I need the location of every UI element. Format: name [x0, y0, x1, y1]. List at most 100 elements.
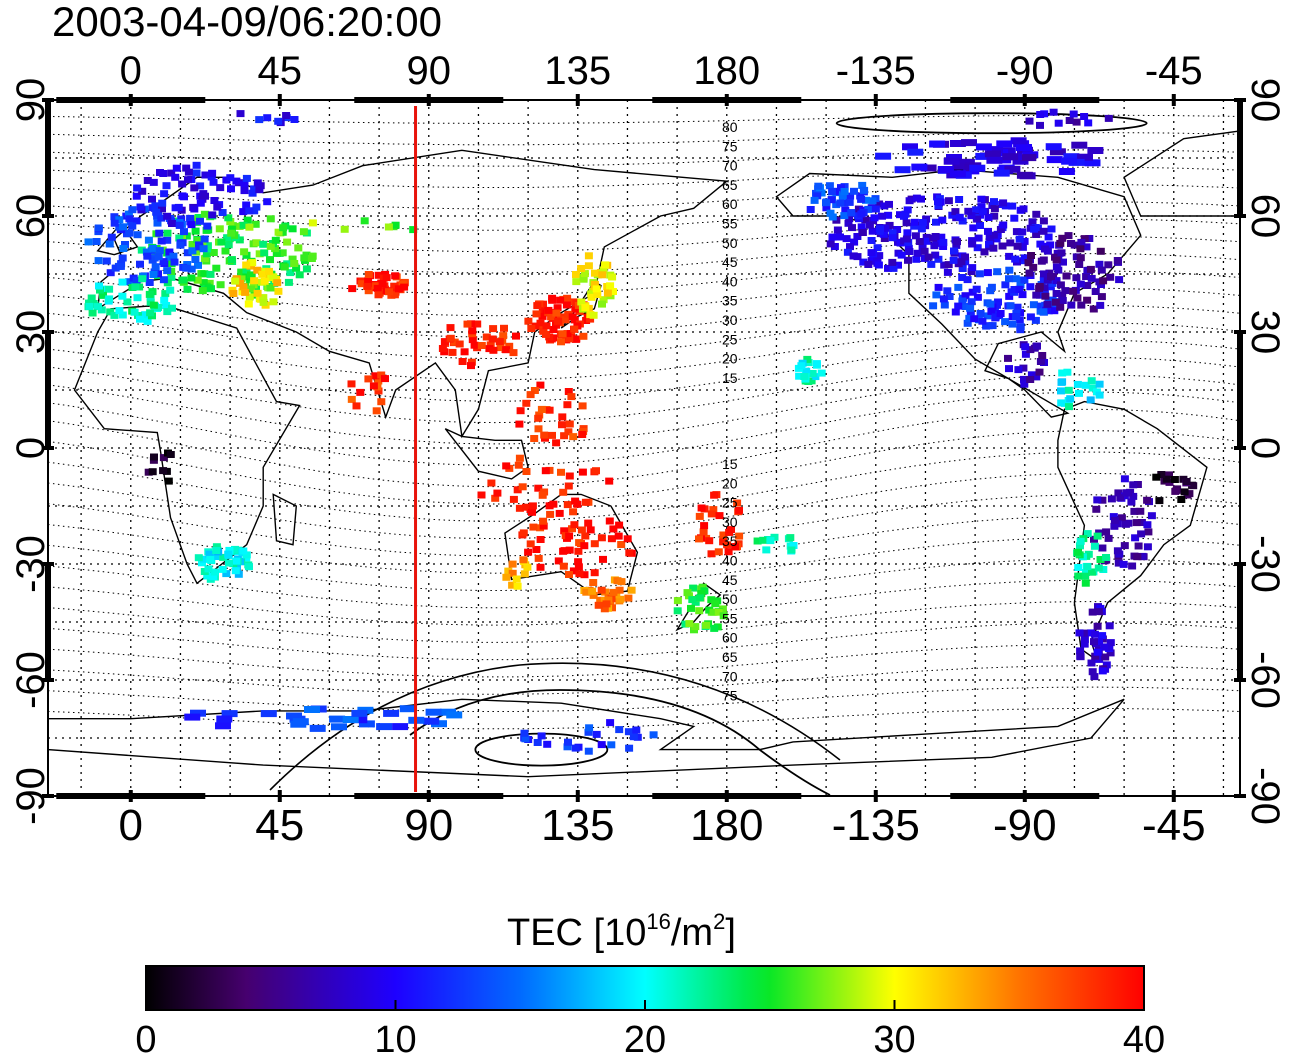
tec-point	[229, 290, 238, 297]
tec-point	[190, 205, 199, 213]
tec-point	[266, 215, 275, 223]
tec-point	[329, 715, 346, 723]
colorbar-tick-label: 0	[135, 1019, 156, 1057]
tec-point	[210, 197, 219, 204]
tec-point	[248, 259, 257, 267]
tec-point	[1090, 630, 1099, 638]
tec-point	[922, 233, 931, 241]
tec-point	[623, 535, 632, 543]
tec-point	[711, 600, 720, 608]
tec-point	[753, 537, 762, 545]
tec-point	[141, 311, 150, 319]
tec-point	[133, 231, 142, 239]
tec-point	[558, 330, 567, 338]
tec-point	[735, 532, 744, 540]
tec-point	[545, 406, 554, 414]
tec-point	[124, 210, 133, 218]
tec-point	[392, 723, 409, 731]
tec-point	[533, 739, 542, 746]
tec-point	[845, 198, 854, 206]
lon-label-bottom: 135	[541, 801, 614, 850]
tec-point	[1082, 569, 1090, 576]
tec-point	[145, 279, 154, 286]
tec-point	[864, 261, 873, 268]
tec-point	[699, 528, 708, 536]
tec-point	[931, 233, 940, 240]
tec-point	[195, 243, 204, 251]
tec-point	[288, 225, 297, 233]
tec-point	[1106, 273, 1115, 281]
tec-point	[939, 243, 948, 250]
tec-point	[371, 372, 380, 380]
lon-label-bottom: -90	[993, 801, 1057, 850]
tec-point	[1047, 225, 1056, 233]
tec-point	[1095, 260, 1104, 268]
tec-point	[913, 249, 922, 257]
tec-point	[1012, 157, 1029, 165]
tec-point	[1096, 247, 1105, 255]
tec-point	[1018, 243, 1027, 251]
tec-point	[1063, 368, 1072, 376]
tec-point	[250, 185, 259, 193]
tec-point	[910, 218, 919, 226]
tec-point	[1039, 256, 1048, 264]
tec-point	[695, 594, 704, 602]
tec-point	[1036, 111, 1045, 118]
tec-point	[1097, 266, 1106, 274]
lat-label-right: 0	[1243, 437, 1287, 459]
tec-point	[110, 219, 119, 227]
colorbar: TEC [1016/m2] 0 10 20 30 40	[135, 909, 1165, 1057]
tec-point	[1096, 301, 1105, 309]
lat-label-right: 30	[1243, 310, 1287, 355]
tec-point	[234, 570, 243, 578]
tec-point	[1097, 293, 1106, 301]
tec-point	[1052, 256, 1061, 264]
tec-point	[159, 454, 168, 462]
tec-point	[143, 177, 152, 184]
tec-point	[554, 557, 563, 565]
tec-point	[552, 309, 561, 317]
tec-point	[966, 311, 975, 318]
tec-point	[867, 249, 876, 257]
tec-point	[592, 467, 600, 475]
tec-point	[1127, 498, 1136, 506]
tec-point	[1005, 292, 1014, 300]
tec-point	[563, 401, 572, 409]
tec-point	[438, 345, 447, 352]
tec-point	[1036, 121, 1044, 129]
tec-point	[1049, 148, 1066, 156]
tec-point	[166, 286, 175, 294]
tec-point	[136, 260, 144, 268]
tec-point	[875, 252, 884, 260]
tec-point	[171, 204, 180, 212]
tec-point	[477, 491, 486, 499]
tec-point	[1004, 354, 1012, 362]
tec-point	[949, 140, 966, 147]
tec-point	[377, 371, 386, 379]
tec-point	[260, 277, 269, 285]
tec-point	[1162, 475, 1171, 483]
tec-point	[170, 258, 179, 266]
tec-point	[544, 306, 553, 314]
tec-point	[88, 309, 97, 317]
tec-point	[723, 541, 732, 549]
tec-point	[1016, 144, 1032, 151]
tec-point	[1061, 157, 1078, 165]
tec-point	[1043, 276, 1052, 284]
tec-point	[569, 433, 578, 441]
tec-point	[239, 547, 248, 555]
tec-point	[590, 280, 599, 288]
tec-point	[697, 504, 706, 512]
tec-point	[1099, 277, 1108, 285]
tec-point	[473, 320, 482, 328]
tec-point	[200, 255, 209, 263]
tec-point	[299, 228, 308, 236]
tec-point	[943, 157, 960, 165]
tec-point	[565, 571, 573, 578]
tec-point	[857, 210, 866, 218]
tec-point	[204, 565, 213, 573]
tec-point	[822, 204, 831, 212]
lon-tick-top	[1171, 94, 1176, 106]
tec-point	[1113, 547, 1122, 555]
